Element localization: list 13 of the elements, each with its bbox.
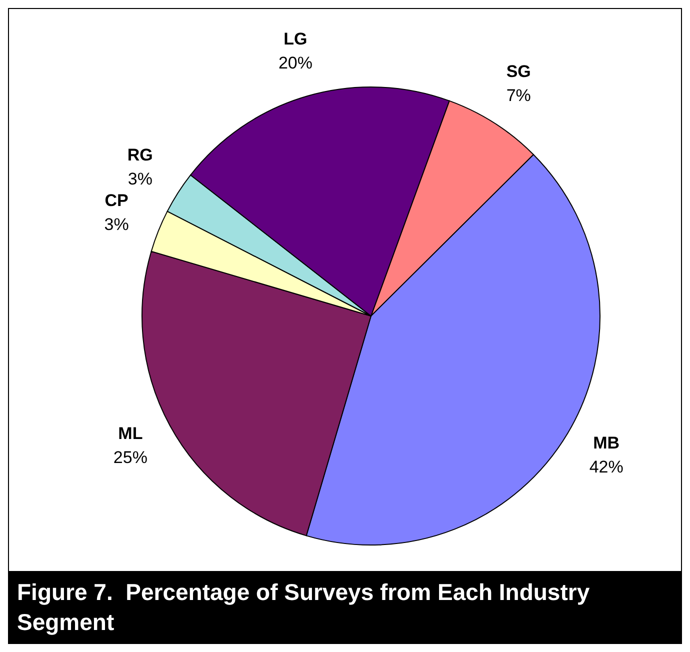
- slice-label: ML: [118, 424, 143, 444]
- data-label: 7%: [506, 86, 531, 106]
- slice-label: MB: [593, 433, 620, 452]
- slice-label: RG: [127, 145, 153, 164]
- data-label: 42%: [589, 457, 624, 476]
- slice-label: LG: [284, 30, 308, 49]
- data-label: 3%: [128, 169, 152, 188]
- data-label: 25%: [113, 448, 148, 468]
- slice-label: SG: [506, 62, 531, 82]
- text: Figure 7. Percentage of Surveys from Each Industry Segment: [9, 571, 681, 643]
- data-label: 3%: [104, 215, 129, 234]
- slice-label: CP: [104, 191, 128, 210]
- data-label: 20%: [278, 54, 312, 73]
